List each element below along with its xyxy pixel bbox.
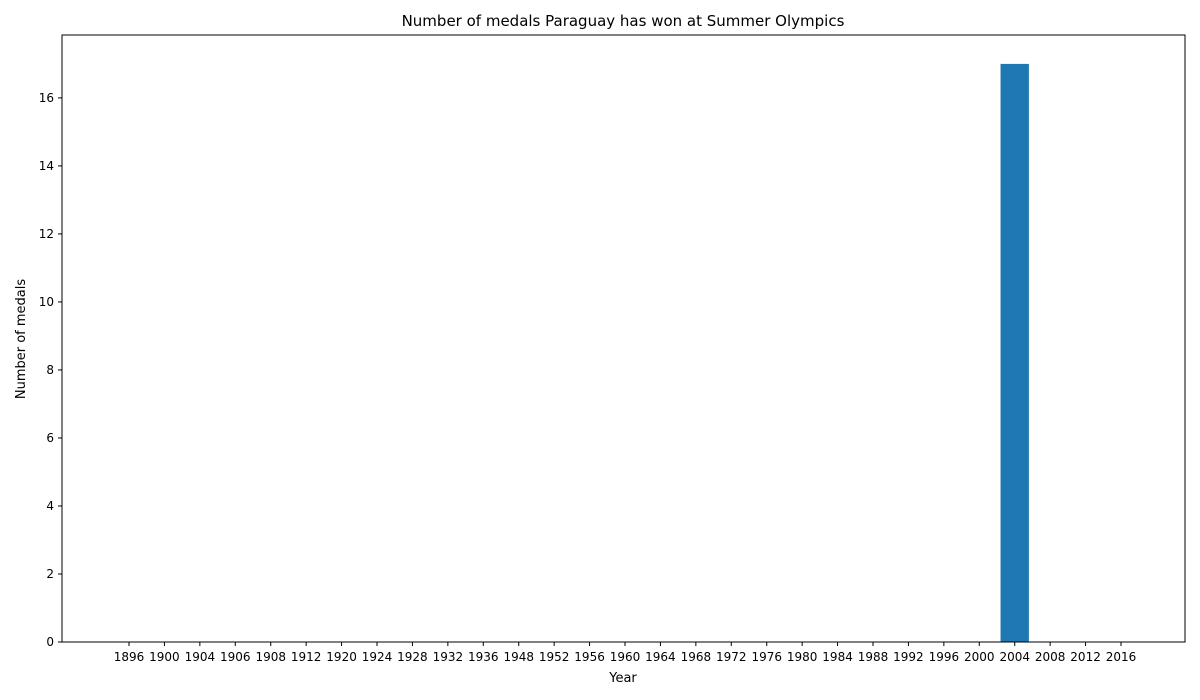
- x-tick-label: 1992: [893, 650, 924, 664]
- x-tick-label: 1976: [751, 650, 782, 664]
- y-tick-label: 0: [46, 635, 54, 649]
- x-tick-label: 1908: [255, 650, 286, 664]
- plot-frame: [61, 34, 1186, 643]
- y-tick-label: 6: [46, 431, 54, 445]
- x-tick-label: 1972: [716, 650, 747, 664]
- x-tick-label: 1912: [291, 650, 322, 664]
- x-tick-label: 1952: [539, 650, 570, 664]
- x-tick-label: 1996: [929, 650, 960, 664]
- x-tick-label: 1920: [326, 650, 357, 664]
- y-tick-label: 8: [46, 363, 54, 377]
- bars-group: [1000, 63, 1029, 642]
- y-tick-label: 10: [39, 295, 54, 309]
- x-tick-label: 1988: [858, 650, 889, 664]
- y-tick-label: 16: [39, 91, 54, 105]
- x-tick-label: 2000: [964, 650, 995, 664]
- x-tick-label: 2012: [1070, 650, 1101, 664]
- y-tick-label: 2: [46, 567, 54, 581]
- x-tick-label: 1960: [610, 650, 641, 664]
- y-tick-label: 12: [39, 227, 54, 241]
- x-tick-label: 1984: [822, 650, 853, 664]
- x-tick-label: 1980: [787, 650, 818, 664]
- x-tick-label: 1906: [220, 650, 251, 664]
- bar-2004: [1000, 63, 1029, 642]
- x-tick-label: 1956: [574, 650, 605, 664]
- x-axis-ticks: 1896 1900 1904 1906 1908 1912 1920 1924 1928 1932…: [114, 642, 1137, 664]
- x-axis-label: Year: [608, 671, 637, 686]
- x-tick-label: 2016: [1106, 650, 1137, 664]
- y-tick-label: 4: [46, 499, 54, 513]
- x-tick-label: 2008: [1035, 650, 1066, 664]
- y-tick-label: 14: [39, 159, 54, 173]
- x-tick-label: 1896: [114, 650, 145, 664]
- x-tick-label: 1900: [149, 650, 180, 664]
- x-tick-label: 1932: [433, 650, 464, 664]
- x-tick-label: 2004: [999, 650, 1030, 664]
- x-tick-label: 1928: [397, 650, 428, 664]
- x-tick-label: 1968: [681, 650, 712, 664]
- x-tick-label: 1924: [362, 650, 393, 664]
- x-tick-label: 1964: [645, 650, 676, 664]
- x-tick-label: 1904: [185, 650, 216, 664]
- x-tick-label: 1936: [468, 650, 499, 664]
- x-tick-label: 1948: [503, 650, 534, 664]
- chart-title: Number of medals Paraguay has won at Sum…: [402, 12, 845, 30]
- y-axis-label: Number of medals: [14, 279, 29, 400]
- y-axis-ticks: 0 2 4 6 8 10 12 14 16: [39, 91, 62, 649]
